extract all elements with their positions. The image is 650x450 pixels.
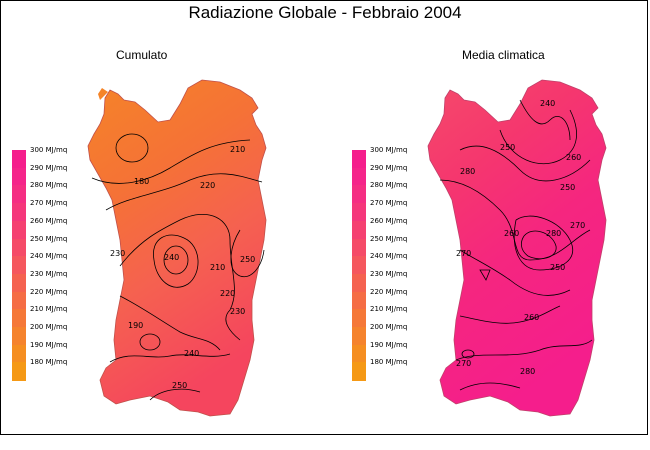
legend-label: 190 MJ/mq: [30, 340, 68, 349]
contour-label: 210: [230, 145, 245, 154]
contour-label: 220: [200, 181, 215, 190]
legend-swatch: [352, 309, 366, 328]
legend-label: 300 MJ/mq: [370, 146, 408, 154]
legend-swatch: [12, 362, 26, 382]
legend-label: 210 MJ/mq: [30, 305, 68, 314]
legend-swatch: [352, 256, 366, 275]
legend-swatch: [12, 256, 26, 275]
contour-label: 270: [570, 221, 585, 230]
contour-label: 280: [520, 367, 535, 376]
panel-title-cumulato: Cumulato: [116, 48, 168, 62]
legend-swatch: [352, 344, 366, 364]
legend-swatch: [12, 150, 26, 169]
legend-label: 290 MJ/mq: [370, 163, 408, 172]
legend-swatch: [12, 203, 26, 222]
legend-label: 250 MJ/mq: [30, 234, 68, 243]
legend-swatch: [352, 362, 366, 382]
contour-label: 180: [134, 177, 149, 186]
contour-label: 260: [504, 229, 519, 238]
legend-label: 230 MJ/mq: [370, 269, 408, 278]
legend-label: 190 MJ/mq: [370, 340, 408, 349]
contour-label: 260: [524, 313, 539, 322]
legend-swatch: [12, 220, 26, 240]
legend-label: 300 MJ/mq: [30, 146, 68, 154]
legend-swatch: [12, 185, 26, 205]
contour-label: 220: [220, 289, 235, 298]
legend-label: 270 MJ/mq: [370, 199, 408, 208]
map-media-climatica: 240 250 260 280 250 270 280 260 250 270 260 270 280: [427, 79, 607, 417]
contour-label: 240: [164, 253, 179, 262]
contour-label: 250: [240, 255, 255, 264]
contour-label: 190: [128, 321, 143, 330]
legend-label: 180 MJ/mq: [30, 358, 68, 367]
figure-frame: [0, 0, 648, 435]
legend-label: 220 MJ/mq: [370, 287, 408, 296]
legend-label: 220 MJ/mq: [30, 287, 68, 296]
contour-label: 240: [540, 99, 555, 108]
contour-label: 230: [110, 249, 125, 258]
legend-label: 280 MJ/mq: [370, 181, 408, 190]
contour-label: 250: [550, 263, 565, 272]
legend-swatch: [12, 327, 26, 346]
legend-swatch: [352, 150, 366, 169]
contour-label: 250: [172, 381, 187, 390]
contour-label: 280: [546, 229, 561, 238]
panel-title-media-climatica: Media climatica: [462, 48, 545, 62]
legend-label: 180 MJ/mq: [370, 358, 408, 367]
contour-label: 240: [184, 349, 199, 358]
contour-label: 270: [456, 249, 471, 258]
legend-swatch: [352, 273, 366, 293]
legend-swatch: [12, 167, 26, 187]
contour-label: 210: [210, 263, 225, 272]
contour-label: 250: [500, 143, 515, 152]
legend-swatch: [352, 291, 366, 311]
legend-label: 200 MJ/mq: [370, 323, 408, 331]
legend-swatch: [352, 220, 366, 240]
contour-label: 250: [560, 183, 575, 192]
map-cumulato: 210 180 220 230 240 250 210 220 230 190 240 250: [87, 79, 267, 417]
legend-label: 240 MJ/mq: [370, 252, 408, 261]
legend-swatch: [352, 185, 366, 205]
legend-swatch: [12, 273, 26, 293]
legend-label: 270 MJ/mq: [30, 199, 68, 208]
legend-label: 240 MJ/mq: [30, 252, 68, 261]
legend-label: 260 MJ/mq: [30, 216, 68, 225]
legend-label: 210 MJ/mq: [370, 305, 408, 314]
legend-swatch: [352, 238, 366, 258]
legend-label: 260 MJ/mq: [370, 216, 408, 225]
legend-label: 280 MJ/mq: [30, 181, 68, 190]
legend-swatch: [352, 203, 366, 222]
legend-swatch: [352, 167, 366, 187]
legend-swatch: [12, 344, 26, 364]
legend-swatch: [12, 309, 26, 328]
contour-label: 230: [230, 307, 245, 316]
legend-label: 200 MJ/mq: [30, 323, 68, 331]
legend-swatch: [352, 327, 366, 346]
legend-swatch: [12, 291, 26, 311]
contour-label: 260: [566, 153, 581, 162]
contour-label: 280: [460, 167, 475, 176]
figure-title: Radiazione Globale - Febbraio 2004: [188, 3, 462, 22]
sardinia-shape: [87, 79, 267, 417]
legend-label: 230 MJ/mq: [30, 269, 68, 278]
contour-label: 270: [456, 359, 471, 368]
legend-swatch: [12, 238, 26, 258]
legend-label: 250 MJ/mq: [370, 234, 408, 243]
legend-label: 290 MJ/mq: [30, 163, 68, 172]
